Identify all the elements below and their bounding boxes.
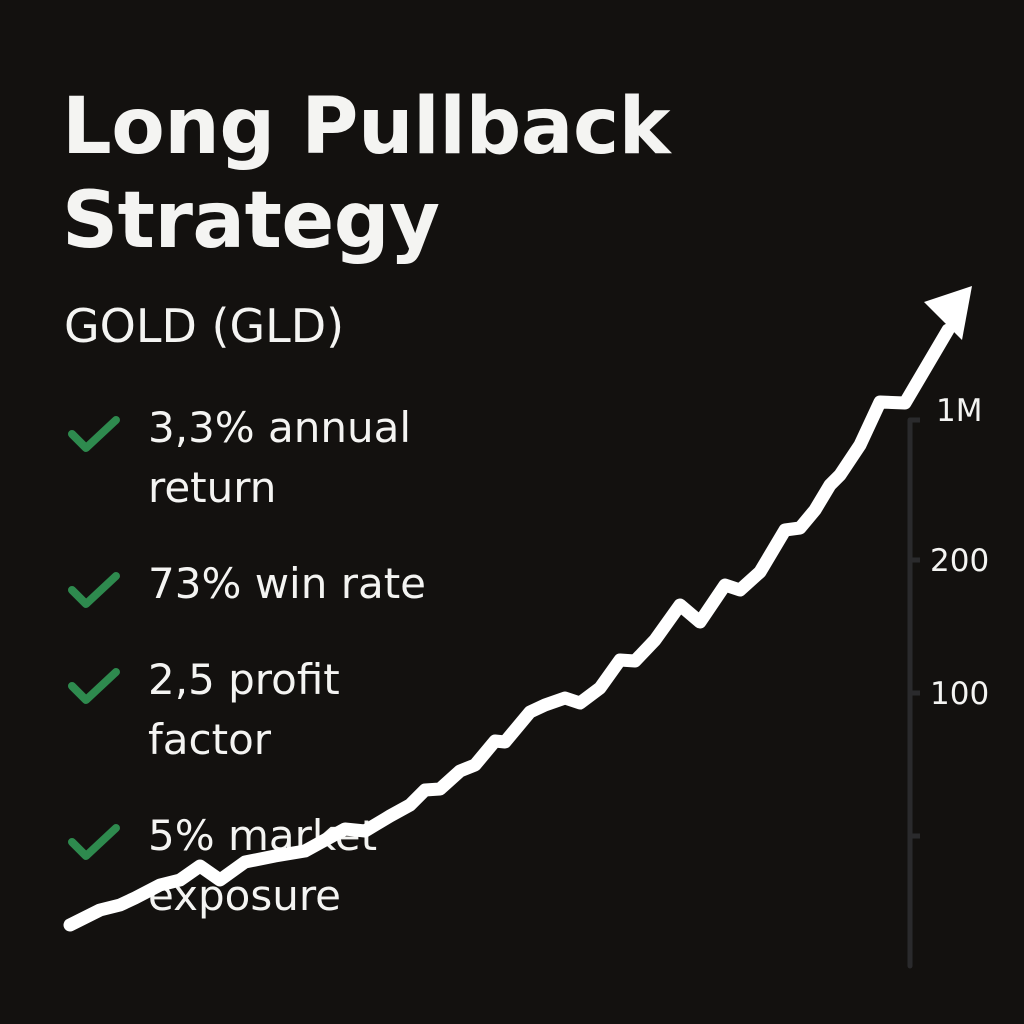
- stat-item: 73% win rate: [66, 554, 448, 614]
- check-icon: [68, 668, 120, 704]
- check-icon: [68, 416, 120, 452]
- y-tick-label: 200: [930, 543, 989, 579]
- stat-item: 2,5 profit factor: [66, 650, 448, 770]
- y-tick-label: 1M: [936, 393, 982, 429]
- stat-text: 3,3% annual return: [148, 403, 412, 512]
- arrow-head-icon: [924, 286, 972, 340]
- check-icon: [68, 824, 120, 860]
- subtitle: GOLD (GLD): [64, 299, 345, 353]
- page-title: Long Pullback Strategy: [62, 82, 671, 266]
- equity-line: [63, 323, 955, 932]
- stat-text: 73% win rate: [148, 559, 427, 608]
- y-tick-label: 100: [930, 676, 989, 712]
- check-icon: [68, 572, 120, 608]
- stat-item: 3,3% annual return: [66, 398, 448, 518]
- stat-text: 2,5 profit factor: [148, 655, 340, 764]
